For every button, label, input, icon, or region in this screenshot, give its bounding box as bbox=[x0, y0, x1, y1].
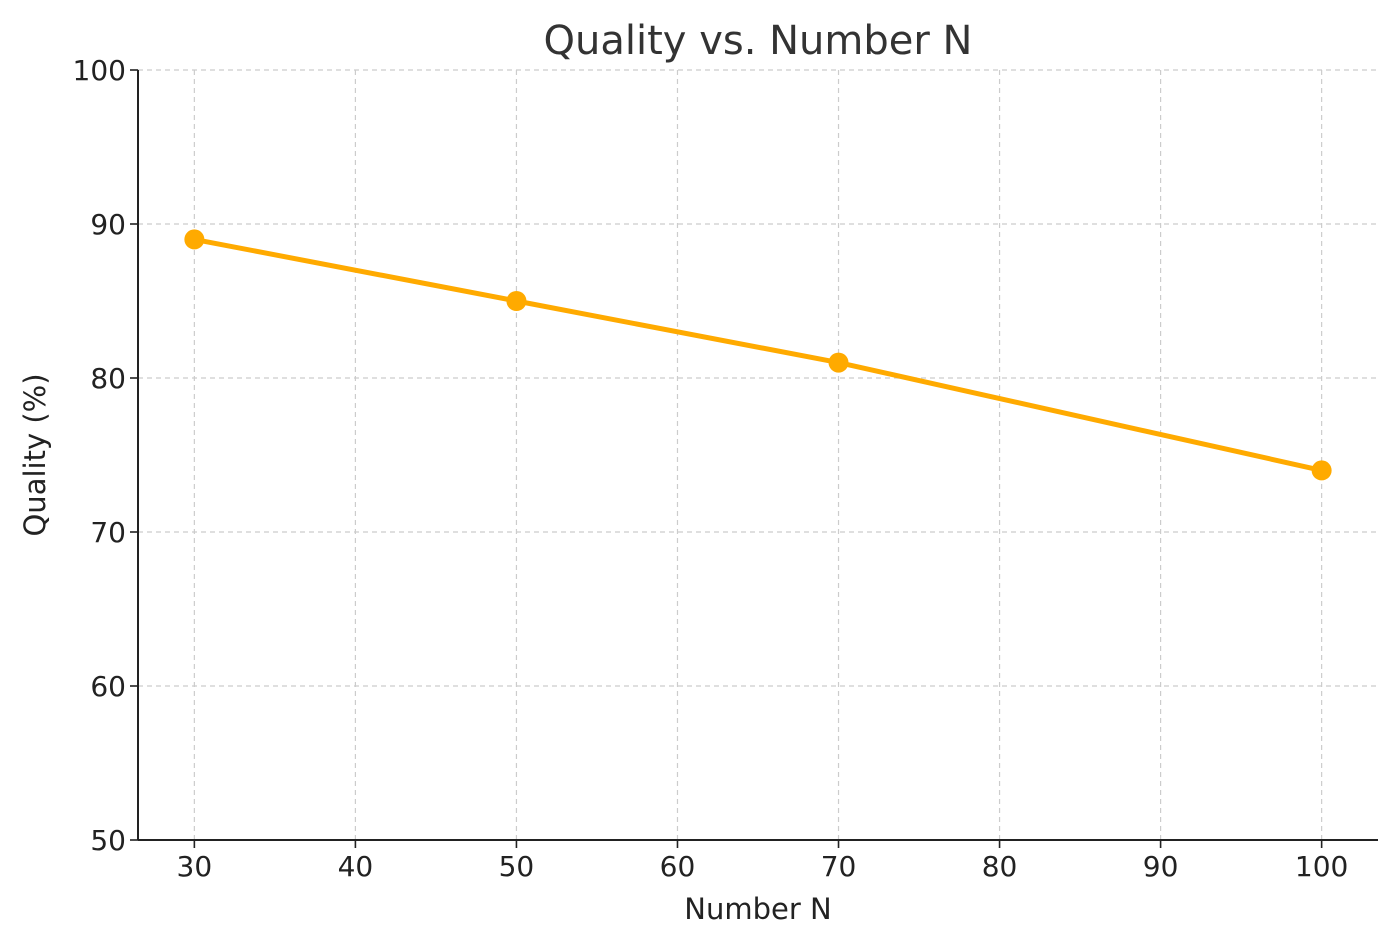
x-tick-label: 60 bbox=[660, 850, 696, 883]
y-axis-label: Quality (%) bbox=[18, 373, 52, 536]
x-tick-label: 70 bbox=[821, 850, 857, 883]
y-tick-label: 90 bbox=[90, 208, 126, 241]
series-line bbox=[193, 236, 1323, 473]
x-tick-label: 40 bbox=[338, 850, 374, 883]
chart-title: Quality vs. Number N bbox=[544, 18, 973, 64]
data-point bbox=[828, 352, 849, 373]
grid-lines bbox=[138, 69, 1378, 841]
x-tick-label: 90 bbox=[1143, 850, 1179, 883]
y-tick-label: 80 bbox=[90, 362, 126, 395]
y-tick-label: 100 bbox=[73, 54, 126, 87]
y-tick-label: 50 bbox=[90, 824, 126, 857]
data-point bbox=[1311, 460, 1332, 481]
y-tick-label: 70 bbox=[90, 516, 126, 549]
data-point bbox=[184, 229, 205, 250]
y-tick-label: 60 bbox=[90, 670, 126, 703]
x-tick-label: 30 bbox=[177, 850, 213, 883]
axes bbox=[130, 69, 1378, 848]
x-tick-label: 50 bbox=[499, 850, 535, 883]
data-point bbox=[506, 291, 527, 311]
x-tick-label: 100 bbox=[1295, 850, 1348, 883]
series bbox=[184, 229, 1332, 481]
tick-labels: 30 40 50 60 70 80 90 100 50 60 70 80 90 100 bbox=[73, 54, 1349, 883]
x-axis-label: Number N bbox=[684, 892, 831, 926]
x-tick-label: 80 bbox=[982, 850, 1018, 883]
